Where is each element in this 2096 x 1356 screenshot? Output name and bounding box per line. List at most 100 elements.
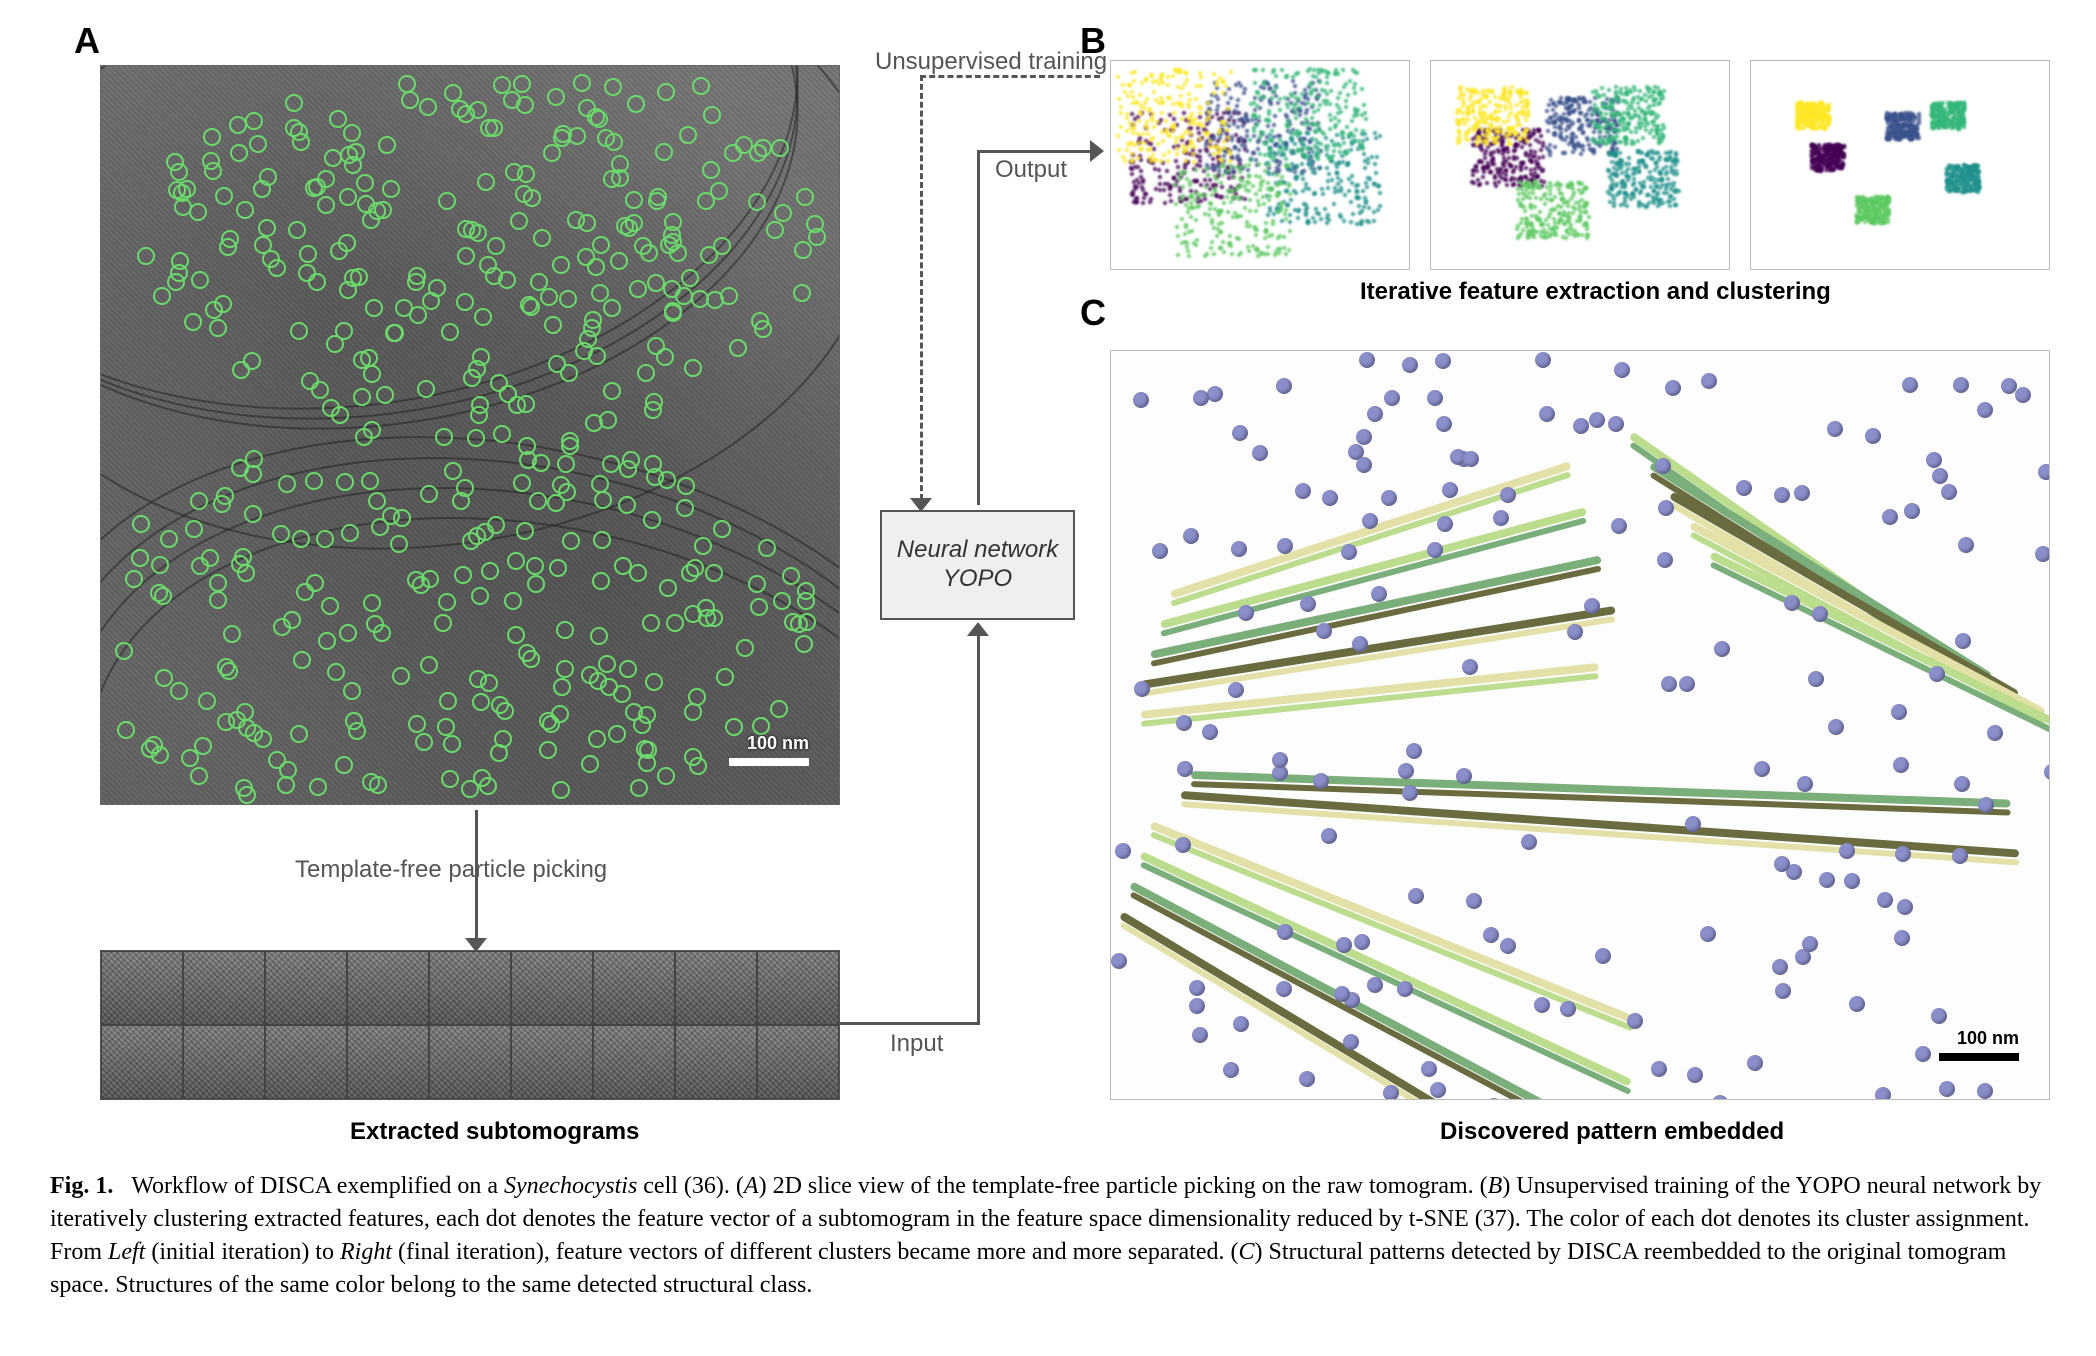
tsne-point bbox=[1520, 145, 1524, 149]
tsne-point bbox=[1294, 175, 1298, 179]
particle-circle bbox=[644, 455, 662, 473]
particle-circle bbox=[467, 429, 485, 447]
particle-circle bbox=[644, 401, 662, 419]
tsne-point bbox=[1139, 112, 1143, 116]
particle-circle bbox=[343, 682, 361, 700]
tsne-point bbox=[1338, 91, 1342, 95]
particle-circle bbox=[279, 761, 297, 779]
tsne-point bbox=[1191, 152, 1195, 156]
tsne-point bbox=[1674, 169, 1678, 173]
tsne-point bbox=[1251, 114, 1255, 118]
tsne-point bbox=[1543, 192, 1547, 196]
particle-3d bbox=[1437, 516, 1453, 532]
tsne-point bbox=[1591, 137, 1595, 141]
particle-3d bbox=[1367, 977, 1383, 993]
tsne-point bbox=[1211, 135, 1215, 139]
particle-circle bbox=[209, 574, 227, 592]
tsne-point bbox=[1245, 134, 1249, 138]
tsne-point bbox=[1194, 168, 1198, 172]
particle-3d bbox=[1430, 1082, 1446, 1098]
tsne-point bbox=[1116, 75, 1120, 79]
tsne-point bbox=[1236, 125, 1240, 129]
tsne-point bbox=[1615, 134, 1619, 138]
particle-3d bbox=[1797, 776, 1813, 792]
tsne-point bbox=[1962, 104, 1966, 108]
tsne-point bbox=[1304, 213, 1308, 217]
tsne-point bbox=[1535, 175, 1539, 179]
tsne-point bbox=[1218, 157, 1222, 161]
tsne-point bbox=[1270, 129, 1274, 133]
tsne-point bbox=[1917, 136, 1921, 140]
particle-circle bbox=[679, 126, 697, 144]
particle-circle bbox=[584, 311, 602, 329]
tsne-point bbox=[1241, 124, 1245, 128]
caption-italic: Left bbox=[108, 1239, 145, 1265]
tsne-point bbox=[1534, 214, 1538, 218]
tsne-point bbox=[1582, 187, 1586, 191]
tsne-point bbox=[1490, 136, 1494, 140]
tsne-point bbox=[1205, 163, 1209, 167]
particle-circle bbox=[549, 559, 567, 577]
particle-3d bbox=[1655, 458, 1671, 474]
tsne-point bbox=[1365, 137, 1369, 141]
tsne-point bbox=[1325, 92, 1329, 96]
tsne-point bbox=[1293, 142, 1297, 146]
tsne-point bbox=[1493, 110, 1497, 114]
particle-3d bbox=[1560, 1001, 1576, 1017]
tsne-point bbox=[1230, 138, 1234, 142]
tsne-point bbox=[1335, 133, 1339, 137]
tsne-point bbox=[1227, 87, 1231, 91]
tsne-point bbox=[1339, 179, 1343, 183]
tsne-point bbox=[1168, 187, 1172, 191]
tsne-point bbox=[1177, 68, 1181, 72]
particle-3d bbox=[2038, 464, 2050, 480]
tsne-point bbox=[1515, 103, 1519, 107]
tsne-point bbox=[1468, 97, 1472, 101]
particle-circle bbox=[236, 703, 254, 721]
subtomogram-tile bbox=[347, 1025, 429, 1099]
tsne-point bbox=[1656, 204, 1660, 208]
particle-circle bbox=[209, 591, 227, 609]
tsne-point bbox=[1669, 194, 1673, 198]
particle-circle bbox=[190, 492, 208, 510]
tsne-point bbox=[1183, 170, 1187, 174]
tsne-point bbox=[1264, 221, 1268, 225]
tsne-point bbox=[1159, 118, 1163, 122]
tsne-point bbox=[1218, 76, 1222, 80]
tsne-point bbox=[1266, 181, 1270, 185]
subtomogram-tile bbox=[675, 1025, 757, 1099]
tsne-point bbox=[1567, 211, 1571, 215]
tsne-point bbox=[1546, 129, 1550, 133]
tsne-point bbox=[1301, 146, 1305, 150]
tsne-point bbox=[1166, 83, 1170, 87]
tsne-point bbox=[1217, 213, 1221, 217]
tsne-point bbox=[1123, 90, 1127, 94]
particle-circle bbox=[567, 211, 585, 229]
particle-3d bbox=[1189, 998, 1205, 1014]
tsne-point bbox=[1909, 114, 1913, 118]
tsne-point bbox=[1508, 89, 1512, 93]
tsne-point bbox=[1537, 218, 1541, 222]
particle-3d bbox=[1882, 509, 1898, 525]
particle-3d bbox=[1926, 452, 1942, 468]
caption-italic: Right bbox=[340, 1239, 392, 1265]
tsne-point bbox=[1253, 108, 1257, 112]
particle-3d bbox=[1238, 605, 1254, 621]
tsne-point bbox=[1230, 135, 1234, 139]
tsne-point bbox=[1274, 74, 1278, 78]
particle-circle bbox=[479, 256, 497, 274]
particle-3d bbox=[1277, 924, 1293, 940]
scale-bar-A bbox=[729, 758, 809, 766]
particle-circle bbox=[173, 184, 191, 202]
subtomogram-tile bbox=[593, 951, 675, 1025]
tsne-point bbox=[1543, 202, 1547, 206]
tsne-point bbox=[1485, 135, 1489, 139]
tsne-point bbox=[1197, 204, 1201, 208]
particle-3d bbox=[1977, 402, 1993, 418]
particle-circle bbox=[684, 359, 702, 377]
tsne-point bbox=[1226, 101, 1230, 105]
tsne-point bbox=[1152, 147, 1156, 151]
tsne-point bbox=[1254, 68, 1258, 72]
particle-3d bbox=[1679, 676, 1695, 692]
tsne-point bbox=[1340, 133, 1344, 137]
